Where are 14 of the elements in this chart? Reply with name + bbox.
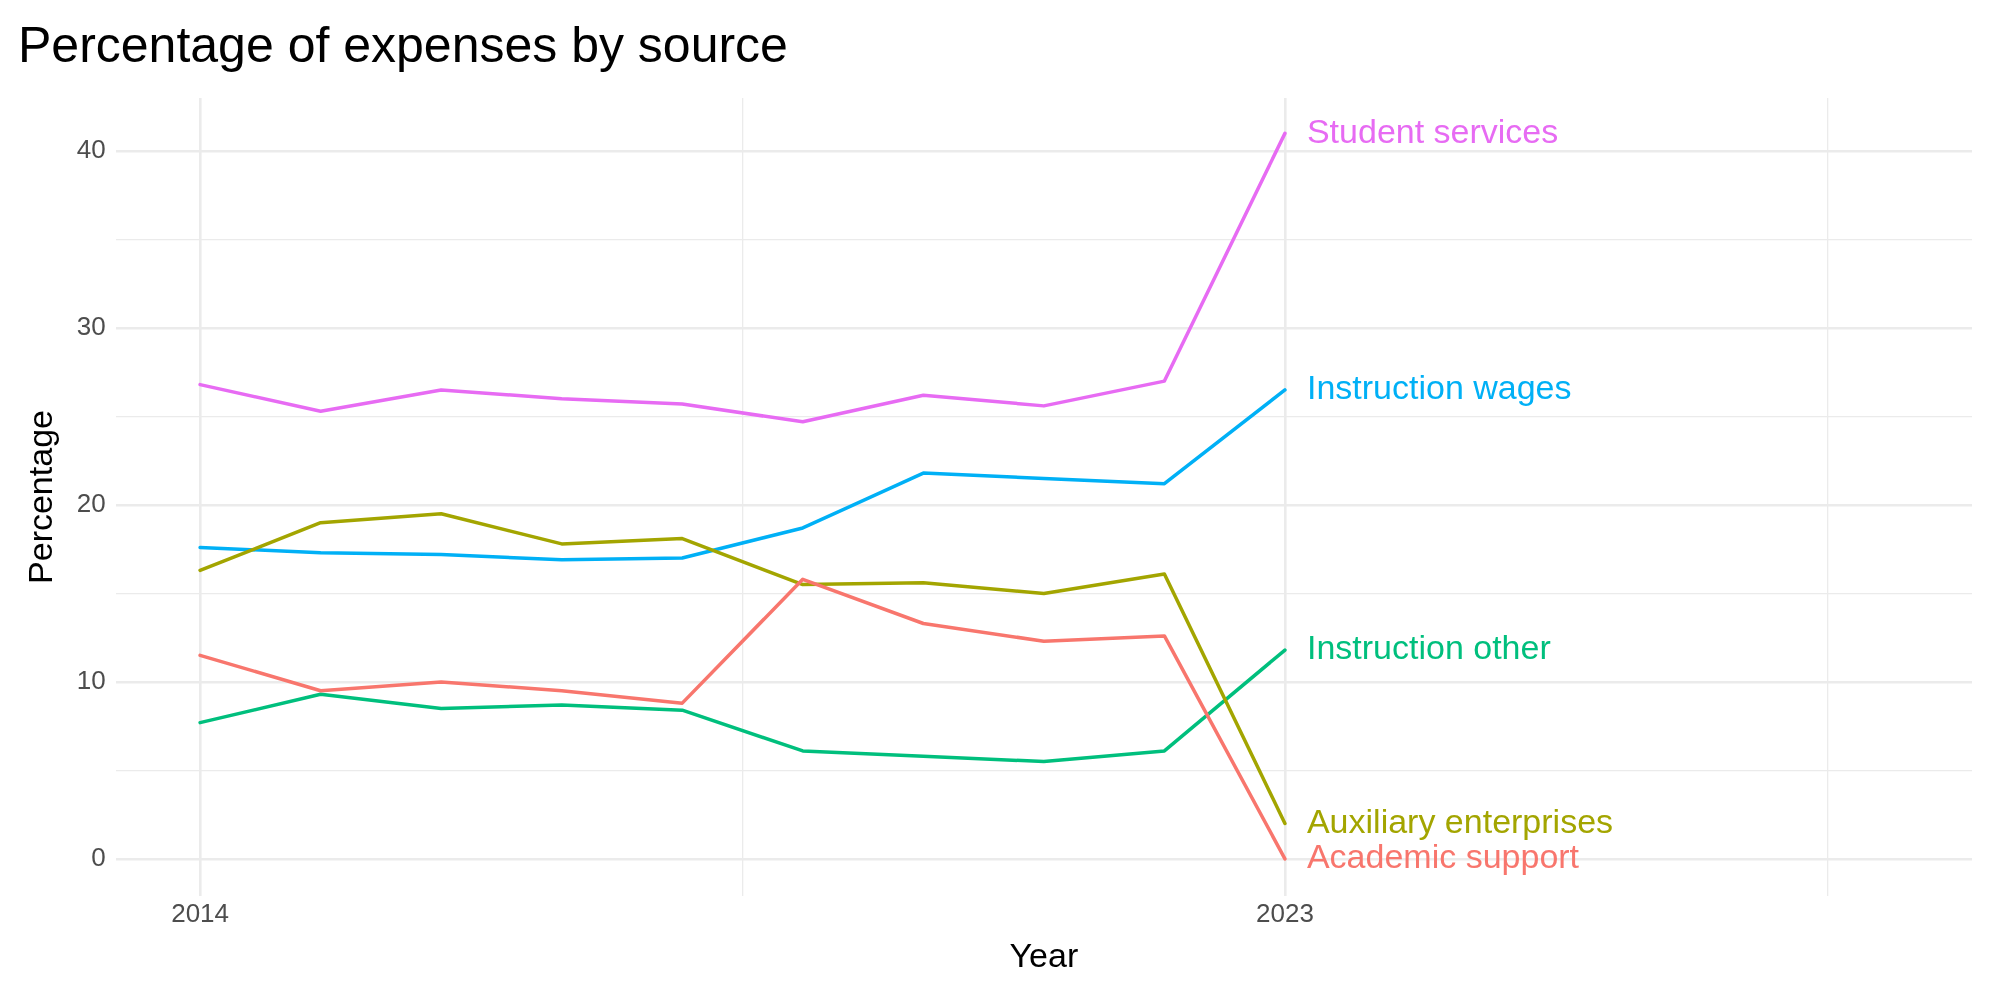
series-label: Student services [1306, 111, 1559, 150]
y-tick-label: 30 [76, 311, 106, 342]
x-axis-title: Year [1009, 935, 1079, 974]
y-tick-label: 40 [76, 134, 106, 165]
y-tick-label: 10 [76, 665, 106, 696]
y-tick-label: 0 [91, 842, 106, 873]
y-tick-label: 20 [76, 488, 106, 519]
y-axis-title: Percentage [20, 410, 59, 584]
chart-title: Percentage of expenses by source [18, 16, 788, 73]
series-label: Instruction wages [1306, 368, 1572, 407]
x-tick-label: 2023 [1256, 897, 1314, 928]
series-label: Instruction other [1306, 628, 1551, 667]
series-label: Auxiliary enterprises [1306, 801, 1614, 840]
x-tick-label: 2014 [171, 897, 230, 928]
